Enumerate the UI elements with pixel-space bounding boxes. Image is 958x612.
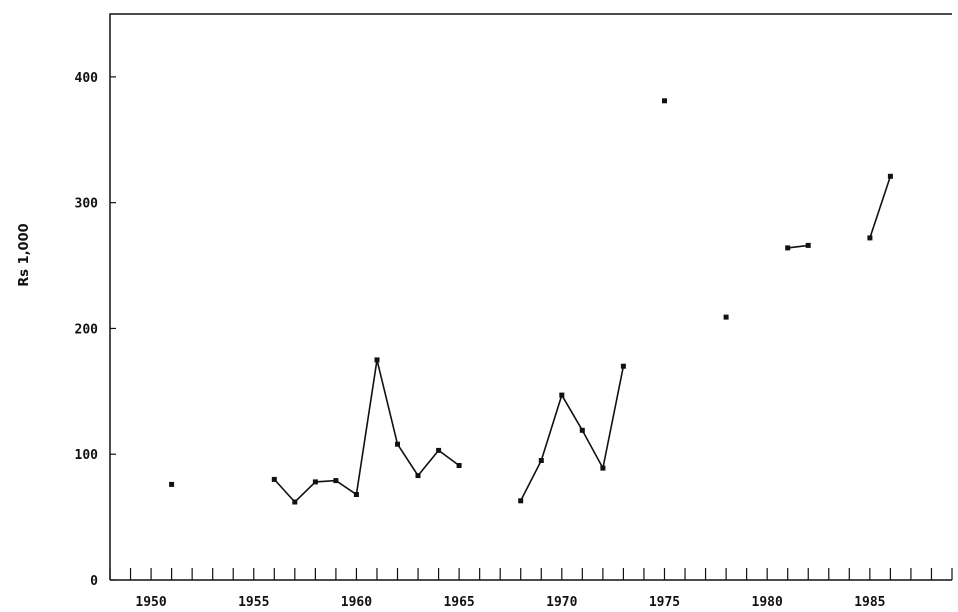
series-line-segment <box>869 176 892 239</box>
data-point <box>723 314 729 320</box>
x-tick-label: 1980 <box>752 595 783 610</box>
data-point <box>353 492 359 497</box>
data-point <box>271 476 277 482</box>
data-point <box>169 481 175 487</box>
data-point <box>538 458 544 463</box>
data-point <box>518 498 524 504</box>
data-point <box>456 463 462 468</box>
x-tick-label: 1985 <box>854 595 885 610</box>
data-point <box>662 98 667 104</box>
y-axis-title: Rs 1,000 <box>17 223 32 286</box>
x-tick-label: 1955 <box>238 595 269 610</box>
y-tick-label: 300 <box>75 197 99 212</box>
plot-frame <box>109 13 952 580</box>
data-point <box>579 427 585 433</box>
x-tick-label: 1965 <box>443 595 474 610</box>
data-point <box>415 473 421 479</box>
data-point <box>436 447 442 453</box>
data-point <box>867 235 873 241</box>
series-line-segment <box>787 244 809 249</box>
series-line-segment <box>273 359 460 504</box>
y-axis-ticks: 0 100 200 300 400 <box>75 71 116 589</box>
data-point <box>292 499 298 505</box>
y-tick-label: 100 <box>75 448 99 463</box>
x-axis-ticks: 1950 1955 1960 1965 1970 1975 1980 1985 <box>109 568 953 610</box>
data-point <box>620 363 626 369</box>
y-tick-label: 200 <box>75 322 99 337</box>
data-point <box>600 465 606 471</box>
x-tick-label: 1950 <box>135 595 166 610</box>
y-tick-label: 0 <box>90 574 98 589</box>
data-series <box>169 98 893 505</box>
data-point <box>333 478 339 484</box>
axes <box>109 13 952 581</box>
data-point <box>887 173 893 179</box>
x-tick-label: 1975 <box>649 595 680 610</box>
x-tick-label: 1970 <box>546 595 577 610</box>
y-tick-label: 400 <box>75 71 99 86</box>
series-line-segment <box>519 366 625 502</box>
data-point <box>559 392 565 398</box>
data-point <box>395 441 400 447</box>
data-point <box>785 245 791 251</box>
data-point <box>312 479 318 485</box>
data-point <box>374 357 380 363</box>
data-point <box>805 242 811 248</box>
x-tick-label: 1960 <box>341 595 372 610</box>
